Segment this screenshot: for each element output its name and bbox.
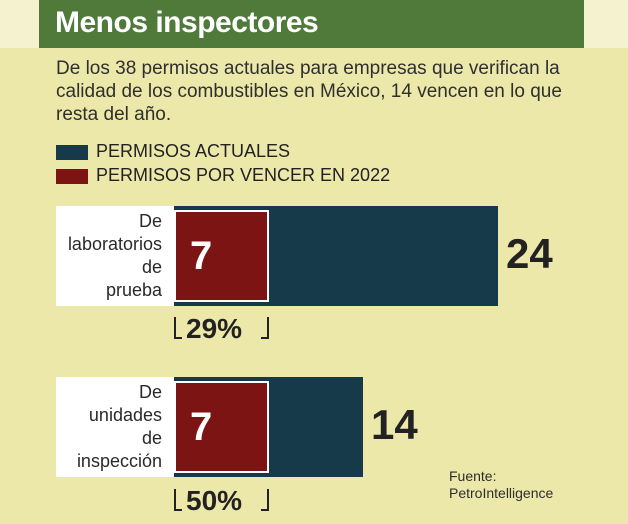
bar-value-label: 7	[190, 404, 213, 449]
bar-por-vencer: 7	[174, 210, 269, 302]
percentage-text: 50%	[186, 485, 243, 516]
bar-value-label: 7	[190, 233, 213, 278]
percentage-label: 50%	[174, 485, 269, 516]
category-label: De unidades de inspección	[56, 377, 174, 477]
source-label: Fuente:	[449, 468, 497, 484]
chart-title: Menos inspectores	[55, 6, 319, 39]
legend-label-por-vencer: PERMISOS POR VENCER EN 2022	[96, 165, 391, 185]
total-value-label: 14	[371, 401, 418, 448]
header: Menos inspectores	[0, 0, 628, 48]
percentage-label: 29%	[174, 313, 269, 344]
title-bar: Menos inspectores	[39, 0, 584, 48]
source-note: Fuente: PetroIntelligence	[449, 468, 553, 502]
bracket-right	[260, 317, 269, 339]
legend-swatch-actuales	[56, 145, 88, 160]
bracket-left	[174, 489, 182, 511]
percentage-text: 29%	[186, 313, 243, 344]
bracket-left	[174, 317, 182, 339]
legend-label-actuales: PERMISOS ACTUALES	[96, 141, 291, 161]
bracket-right	[260, 489, 269, 511]
chart-subtitle: De los 38 permisos actuales para empresa…	[56, 58, 562, 125]
source-name: PetroIntelligence	[449, 485, 554, 501]
legend-swatch-por-vencer	[56, 169, 88, 184]
bar-por-vencer: 7	[174, 381, 269, 473]
category-label: De laboratorios de prueba	[56, 206, 174, 306]
total-value-label: 24	[506, 230, 553, 277]
